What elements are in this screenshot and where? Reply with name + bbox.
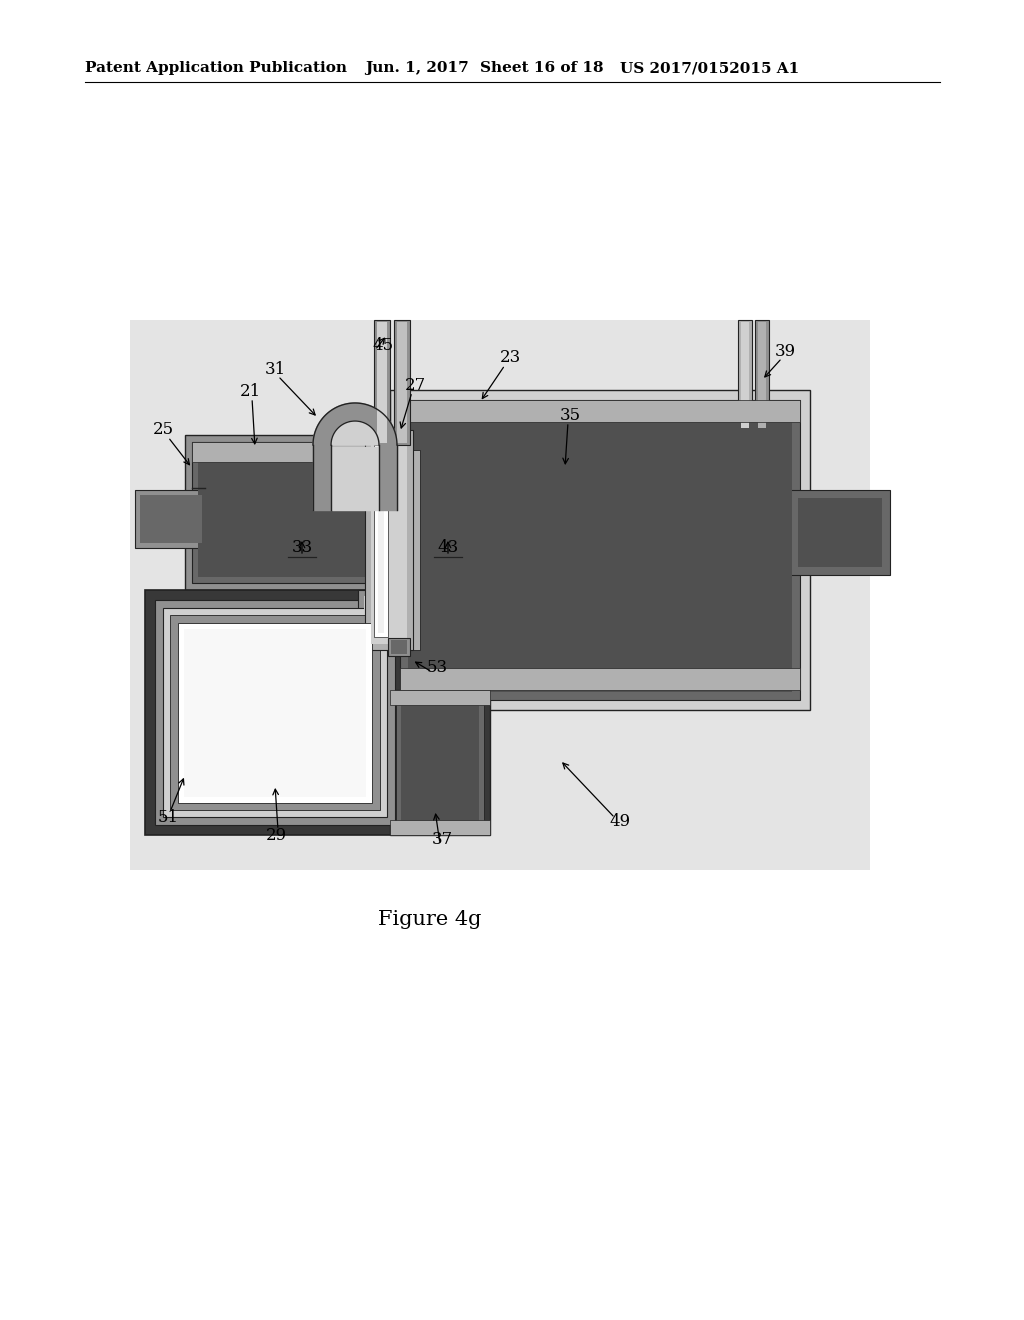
- Text: 51: 51: [158, 809, 178, 826]
- Bar: [374, 442, 388, 638]
- Polygon shape: [313, 445, 331, 510]
- Bar: [400, 668, 800, 690]
- Text: 45: 45: [373, 337, 393, 354]
- Bar: [145, 590, 406, 836]
- Bar: [798, 498, 882, 568]
- Text: 43: 43: [437, 540, 459, 557]
- Text: 37: 37: [431, 832, 453, 849]
- Text: Patent Application Publication: Patent Application Publication: [85, 61, 347, 75]
- Bar: [400, 400, 800, 700]
- Bar: [790, 490, 890, 576]
- Bar: [193, 442, 373, 583]
- Bar: [388, 638, 410, 656]
- Bar: [130, 319, 870, 870]
- Text: 21: 21: [240, 384, 261, 400]
- Bar: [155, 601, 395, 825]
- Bar: [396, 696, 484, 829]
- Bar: [400, 400, 800, 422]
- Polygon shape: [331, 421, 379, 445]
- Bar: [394, 319, 410, 445]
- Bar: [391, 640, 407, 653]
- Polygon shape: [332, 447, 378, 510]
- Bar: [390, 450, 420, 649]
- Bar: [178, 623, 372, 803]
- Bar: [390, 820, 490, 836]
- Text: 31: 31: [264, 362, 286, 379]
- Bar: [364, 597, 407, 649]
- Bar: [371, 436, 407, 644]
- Bar: [135, 490, 207, 548]
- Bar: [390, 690, 490, 836]
- Bar: [184, 630, 366, 797]
- Bar: [140, 495, 202, 543]
- Bar: [358, 590, 413, 649]
- Bar: [370, 598, 388, 648]
- Bar: [401, 701, 479, 824]
- Text: 49: 49: [609, 813, 631, 830]
- Text: 35: 35: [559, 407, 581, 424]
- Text: Jun. 1, 2017: Jun. 1, 2017: [365, 61, 469, 75]
- Bar: [377, 322, 387, 444]
- Bar: [390, 690, 490, 705]
- Text: 25: 25: [153, 421, 173, 438]
- Bar: [738, 319, 752, 430]
- Bar: [365, 430, 413, 649]
- Bar: [198, 447, 367, 577]
- Bar: [163, 609, 387, 817]
- Bar: [758, 322, 766, 428]
- Bar: [741, 322, 749, 428]
- Polygon shape: [313, 403, 397, 445]
- Text: 23: 23: [500, 350, 520, 367]
- Bar: [755, 319, 769, 430]
- Text: 39: 39: [774, 343, 796, 360]
- Bar: [378, 446, 384, 634]
- Text: 29: 29: [265, 826, 287, 843]
- Bar: [185, 436, 380, 590]
- Bar: [193, 442, 373, 462]
- Bar: [397, 322, 407, 444]
- Text: 33: 33: [292, 540, 312, 557]
- Bar: [408, 408, 792, 692]
- Bar: [374, 319, 390, 445]
- Text: Sheet 16 of 18: Sheet 16 of 18: [480, 61, 603, 75]
- Text: 27: 27: [404, 376, 426, 393]
- Text: 53: 53: [426, 660, 447, 676]
- Text: US 2017/0152015 A1: US 2017/0152015 A1: [620, 61, 800, 75]
- Bar: [170, 615, 380, 810]
- Text: Figure 4g: Figure 4g: [378, 909, 481, 929]
- Polygon shape: [379, 445, 397, 510]
- Bar: [390, 389, 810, 710]
